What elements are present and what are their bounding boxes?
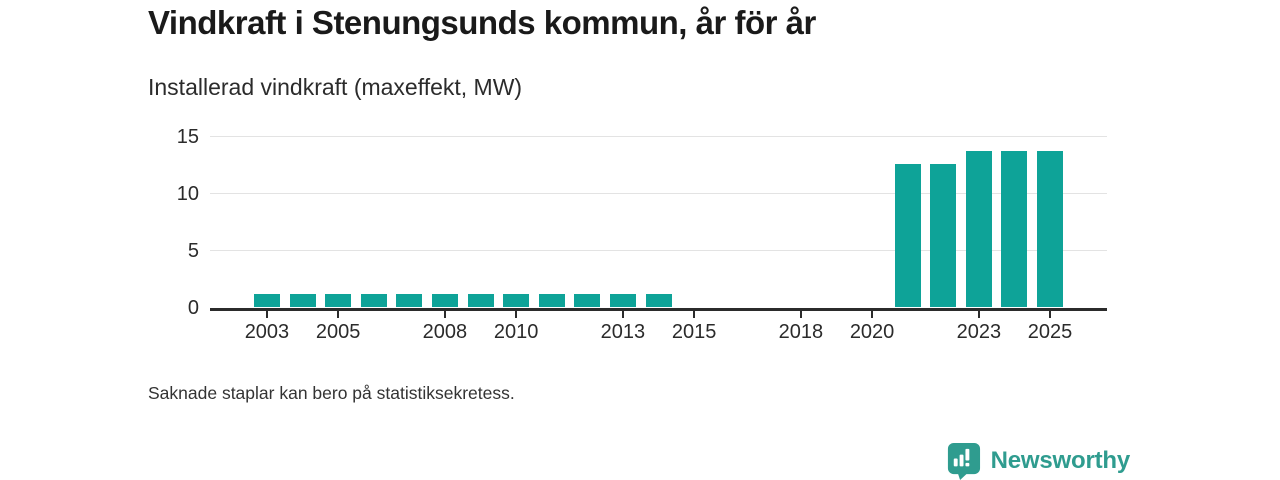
chart-subtitle: Installerad vindkraft (maxeffekt, MW) <box>148 74 523 100</box>
bar-2025 <box>1037 151 1064 308</box>
x-tick-mark-2013 <box>621 310 624 318</box>
x-tick-mark-2025 <box>1049 310 1052 318</box>
bar-2012 <box>574 293 601 308</box>
gridline-10 <box>210 193 1107 194</box>
x-tick-label-2018: 2018 <box>778 321 824 343</box>
y-tick-label-15: 15 <box>176 125 199 148</box>
x-tick-label-2015: 2015 <box>671 321 717 343</box>
bar-2014 <box>645 293 672 308</box>
newsworthy-bubble-chart-icon <box>947 442 980 480</box>
bar-2011 <box>538 293 565 308</box>
bar-2013 <box>609 293 636 308</box>
x-tick-label-2008: 2008 <box>422 321 468 343</box>
chart-title: Vindkraft i Stenungsunds kommun, år för … <box>148 4 816 41</box>
bar-2006 <box>360 293 387 308</box>
x-tick-label-2020: 2020 <box>849 321 895 343</box>
x-tick-label-2010: 2010 <box>493 321 539 343</box>
x-tick-label-2025: 2025 <box>1027 321 1073 343</box>
x-tick-mark-2008 <box>443 310 446 318</box>
x-tick-label-2023: 2023 <box>956 321 1002 343</box>
bar-2003 <box>253 293 280 308</box>
bar-2023 <box>965 151 992 308</box>
bar-2024 <box>1001 151 1028 308</box>
gridline-5 <box>210 250 1107 251</box>
bar-2022 <box>930 163 957 308</box>
x-tick-mark-2015 <box>693 310 696 318</box>
x-tick-label-2013: 2013 <box>600 321 646 343</box>
x-tick-label-2003: 2003 <box>244 321 290 343</box>
x-tick-label-2005: 2005 <box>315 321 361 343</box>
x-tick-mark-2010 <box>515 310 518 318</box>
bar-2004 <box>289 293 316 308</box>
footnote: Saknade staplar kan bero på statistiksek… <box>148 383 515 403</box>
y-tick-label-0: 0 <box>187 296 199 319</box>
bar-2005 <box>325 293 352 308</box>
y-tick-label-5: 5 <box>187 239 199 262</box>
bar-2009 <box>467 293 494 308</box>
x-tick-mark-2005 <box>337 310 340 318</box>
bar-2010 <box>503 293 530 308</box>
x-tick-mark-2020 <box>871 310 874 318</box>
newsworthy-logo: Newsworthy <box>945 441 1130 480</box>
bar-2021 <box>894 163 921 308</box>
x-tick-mark-2003 <box>265 310 268 318</box>
newsworthy-wordmark: Newsworthy <box>990 446 1131 474</box>
x-axis-line <box>210 307 1107 311</box>
y-tick-label-10: 10 <box>176 182 199 205</box>
x-tick-mark-2023 <box>977 310 980 318</box>
gridline-15 <box>210 136 1107 137</box>
x-tick-mark-2018 <box>799 310 802 318</box>
bar-2007 <box>396 293 423 308</box>
bar-2008 <box>431 293 458 308</box>
